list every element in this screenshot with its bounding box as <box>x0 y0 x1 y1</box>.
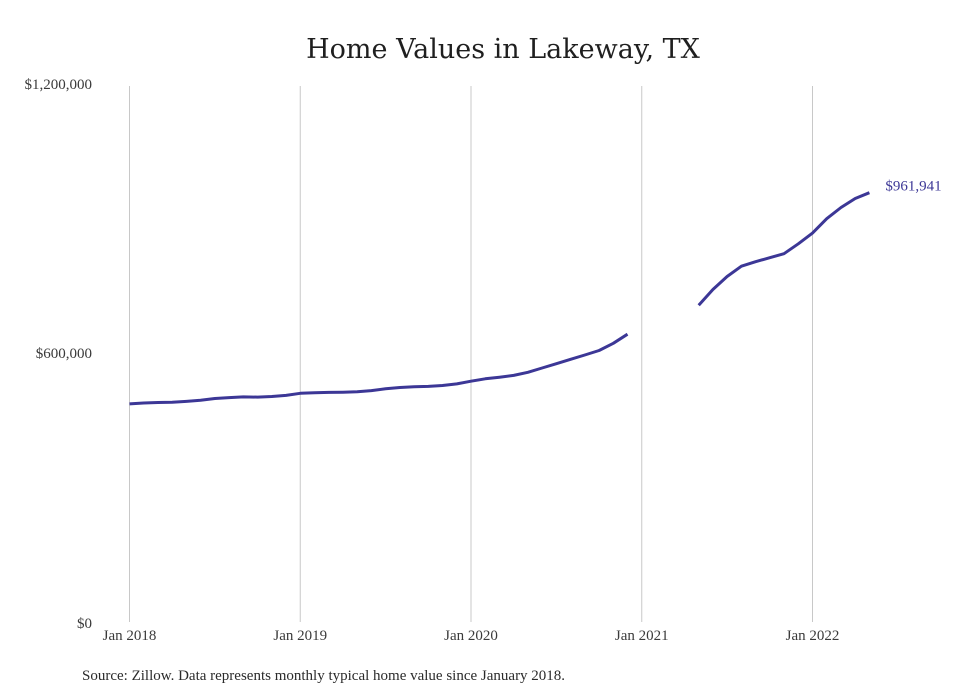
series-line-segment-2 <box>697 191 870 307</box>
x-tick-jan-2019: Jan 2019 <box>273 628 327 644</box>
end-value-label: $961,941 <box>885 179 941 195</box>
x-axis-ticks: Jan 2018 Jan 2019 Jan 2020 Jan 2021 Jan 2022 <box>103 628 840 644</box>
chart-title: Home Values in Lakeway, TX <box>306 34 701 65</box>
source-note: Source: Zillow. Data represents monthly … <box>82 668 566 684</box>
series-lines <box>129 191 870 406</box>
y-tick-2: $1,200,000 <box>25 77 93 93</box>
x-tick-jan-2021: Jan 2021 <box>615 628 669 644</box>
y-axis-ticks: $0 $600,000 $1,200,000 <box>25 77 93 632</box>
x-tick-jan-2018: Jan 2018 <box>103 628 157 644</box>
x-tick-jan-2020: Jan 2020 <box>444 628 498 644</box>
x-tick-jan-2022: Jan 2022 <box>786 628 840 644</box>
series-line-segment-1 <box>129 332 629 406</box>
y-tick-1: $600,000 <box>36 346 92 362</box>
gridlines <box>129 86 813 622</box>
y-tick-0: $0 <box>77 616 92 632</box>
